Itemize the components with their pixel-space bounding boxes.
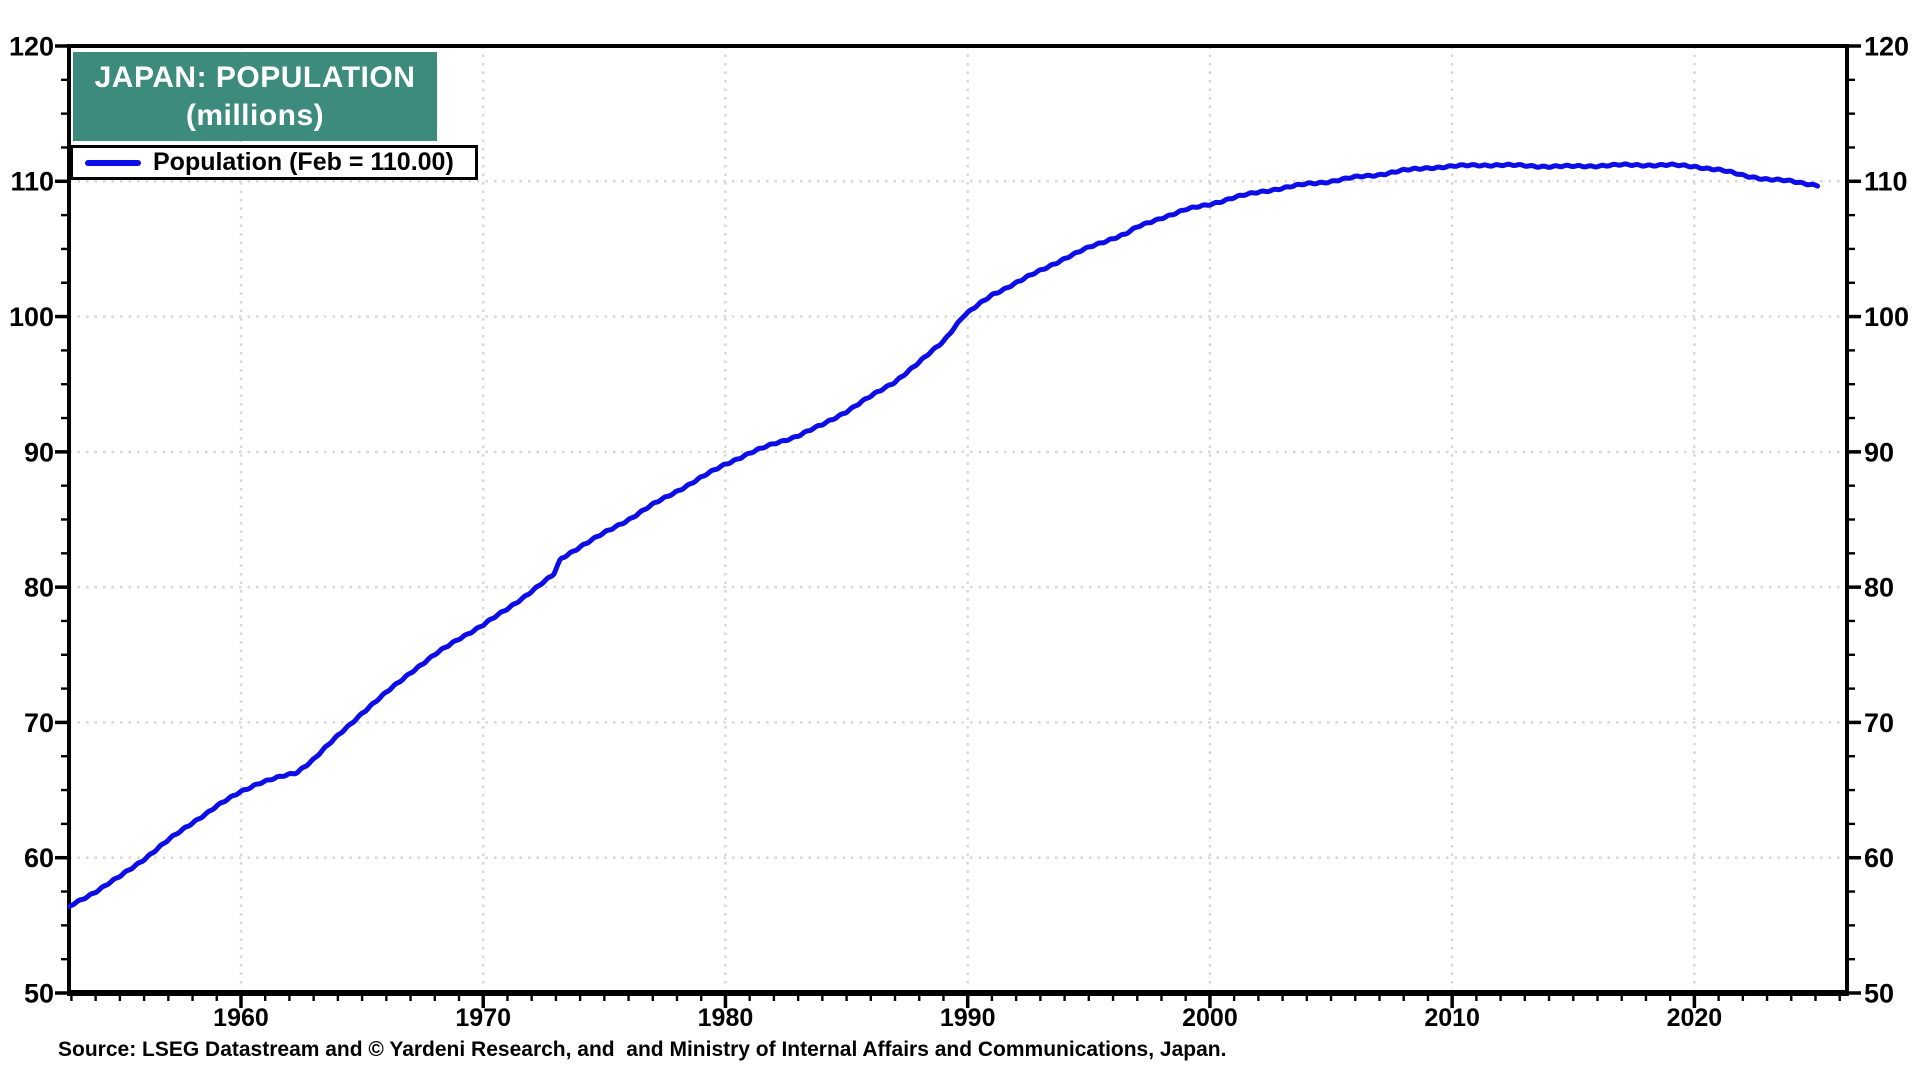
y-axis-label-left-70: 70 (24, 708, 54, 738)
source-note: Source: LSEG Datastream and © Yardeni Re… (58, 1038, 1227, 1061)
x-axis-label-2020: 2020 (1667, 1004, 1723, 1032)
y-axis-label-left-60: 60 (24, 843, 54, 873)
legend-line-swatch (85, 159, 141, 166)
y-axis-label-left-80: 80 (24, 573, 54, 603)
plot-border (67, 44, 1849, 995)
y-axis-label-right-50: 50 (1864, 978, 1894, 1008)
y-axis-label-left-90: 90 (24, 437, 54, 467)
y-axis-label-left-110: 110 (10, 167, 54, 197)
legend-box: Population (Feb = 110.00) (70, 145, 478, 180)
x-axis-label-2010: 2010 (1424, 1004, 1480, 1032)
x-axis-label-1990: 1990 (940, 1004, 996, 1032)
y-axis-label-left-50: 50 (24, 978, 54, 1008)
y-axis-label-right-70: 70 (1864, 708, 1894, 738)
x-axis-label-1970: 1970 (455, 1004, 511, 1032)
y-axis-label-right-60: 60 (1864, 843, 1894, 873)
y-axis-label-right-110: 110 (1864, 167, 1908, 197)
population-line (67, 161, 1821, 909)
y-axis-label-left-100: 100 (9, 302, 54, 332)
legend-label: Population (Feb = 110.00) (153, 148, 454, 176)
y-axis-label-right-100: 100 (1864, 302, 1909, 332)
y-axis-label-right-80: 80 (1864, 573, 1894, 603)
x-axis-label-2000: 2000 (1182, 1004, 1238, 1032)
x-axis-label-1960: 1960 (213, 1004, 269, 1032)
chart-title-box: JAPAN: POPULATION (millions) (73, 52, 437, 141)
y-axis-label-right-120: 120 (1864, 31, 1909, 61)
y-axis-label-left-120: 120 (9, 31, 54, 61)
chart-subtitle: (millions) (185, 98, 325, 132)
x-axis-label-1980: 1980 (698, 1004, 754, 1032)
y-axis-label-right-90: 90 (1864, 437, 1894, 467)
chart-title: JAPAN: POPULATION (94, 60, 416, 94)
